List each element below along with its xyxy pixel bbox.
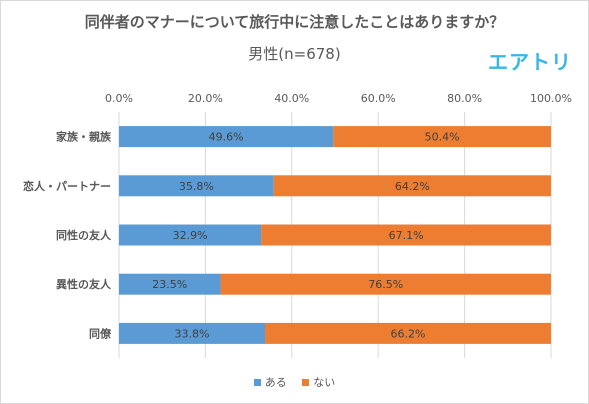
data-label-0-4: 33.8% <box>175 327 210 340</box>
x-tick-label-4: 80.0% <box>447 92 482 105</box>
bar-0-0 <box>119 126 334 148</box>
legend-swatch-nai <box>302 378 310 386</box>
data-label-1-4: 66.2% <box>391 327 426 340</box>
category-label-2: 同性の友人 <box>56 228 112 242</box>
x-tick-label-3: 60.0% <box>361 92 396 105</box>
legend-swatch-aru <box>253 378 261 386</box>
chart-title: 同伴者のマナーについて旅行中に注意したことはありますか？ <box>84 13 505 31</box>
chart-subtitle: 男性(n=678) <box>248 45 341 63</box>
data-label-1-3: 76.5% <box>368 278 403 291</box>
data-label-0-2: 32.9% <box>173 229 208 242</box>
data-label-0-1: 35.8% <box>179 180 214 193</box>
bar-0-2 <box>119 224 262 246</box>
bar-1-1 <box>273 175 551 197</box>
bar-1-3 <box>220 273 551 295</box>
category-label-4: 同僚 <box>89 326 112 340</box>
data-label-0-3: 23.5% <box>152 278 187 291</box>
x-tick-label-0: 0.0% <box>105 92 133 105</box>
legend: ある ない <box>0 374 589 390</box>
x-tick-label-1: 20.0% <box>188 92 223 105</box>
data-label-1-0: 50.4% <box>425 131 460 144</box>
x-tick-label-2: 40.0% <box>274 92 309 105</box>
data-label-0-0: 49.6% <box>209 131 244 144</box>
data-label-1-1: 64.2% <box>395 180 430 193</box>
legend-label-aru: ある <box>264 376 287 389</box>
legend-item-nai: ない <box>302 374 335 390</box>
category-label-1: 恋人・パートナー <box>23 179 111 193</box>
x-tick-label-5: 100.0% <box>530 92 572 105</box>
bar-0-1 <box>119 175 274 197</box>
bar-0-3 <box>119 273 221 295</box>
legend-item-aru: ある <box>253 374 287 390</box>
bar-1-2 <box>261 224 551 246</box>
bar-1-0 <box>333 126 551 148</box>
category-label-0: 家族・親族 <box>56 130 112 144</box>
bar-1-4 <box>265 322 551 344</box>
data-label-1-2: 67.1% <box>389 229 424 242</box>
brand-logo: エアトリ <box>488 50 572 74</box>
bar-0-4 <box>119 322 266 344</box>
legend-label-nai: ない <box>313 376 336 389</box>
category-label-3: 異性の友人 <box>56 277 112 291</box>
